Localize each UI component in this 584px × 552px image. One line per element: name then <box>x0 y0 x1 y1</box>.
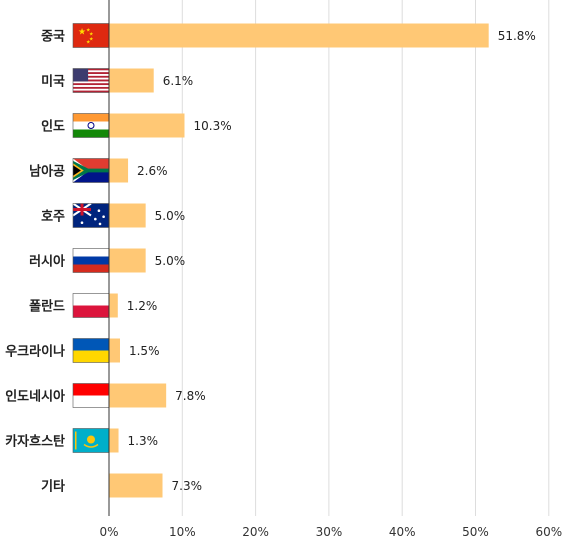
x-tick-label: 30% <box>316 525 343 539</box>
category-label: 러시아 <box>29 254 65 270</box>
data-label: 1.3% <box>128 434 158 448</box>
data-label: 5.0% <box>155 209 186 223</box>
bar <box>109 338 120 363</box>
data-label: 2.6% <box>137 164 168 178</box>
data-label: 7.3% <box>172 479 203 493</box>
star: ★ <box>89 37 94 43</box>
category-label: 호주 <box>41 210 65 225</box>
category-label: 기타 <box>41 479 65 495</box>
data-label: 5.0% <box>155 254 186 268</box>
data-label: 1.2% <box>127 299 157 313</box>
star <box>98 222 102 226</box>
gridlines <box>181 0 550 516</box>
russia-flag-icon <box>72 248 110 273</box>
chakra <box>87 122 95 129</box>
category-label: 미국 <box>41 74 65 90</box>
bar <box>109 428 119 453</box>
category-label: 우크라이나 <box>5 344 65 360</box>
category-label: 남아공 <box>29 164 65 180</box>
x-tick-label: 50% <box>462 525 489 539</box>
star: ★ <box>86 28 91 34</box>
band <box>73 160 109 181</box>
star: ★ <box>78 28 86 38</box>
indonesia-flag-icon <box>72 383 110 408</box>
bar <box>109 158 129 183</box>
poland-flag-icon <box>72 293 110 318</box>
data-label: 10.3% <box>193 119 231 133</box>
south-africa-flag-icon <box>72 158 110 183</box>
x-axis-ticks: 0% 10% 20% 30% 40% 50% 60% <box>99 525 562 539</box>
star <box>94 217 97 221</box>
x-tick-label: 10% <box>169 525 196 539</box>
ukraine-flag-icon <box>72 338 110 363</box>
bars <box>109 23 489 498</box>
australia-flag-icon <box>72 202 110 228</box>
bar <box>109 113 185 138</box>
data-label: 1.5% <box>129 344 160 358</box>
category-label: 카자흐스탄 <box>5 434 65 450</box>
x-tick-label: 20% <box>242 525 269 539</box>
china-flag-icon: ★ ★★★★ <box>72 23 110 48</box>
data-label: 51.8% <box>498 29 536 43</box>
bar <box>109 23 489 48</box>
star <box>102 215 105 218</box>
bar <box>109 473 163 498</box>
category-label: 인도네시아 <box>5 389 65 405</box>
india-flag-icon <box>72 113 110 138</box>
category-label: 인도 <box>41 119 65 135</box>
x-tick-label: 40% <box>389 525 416 539</box>
x-tick-label: 60% <box>535 525 562 539</box>
bar <box>109 248 146 273</box>
x-tick-label: 0% <box>99 525 118 539</box>
star <box>80 221 84 224</box>
category-label: 중국 <box>41 30 65 45</box>
eagle <box>83 443 99 448</box>
value-labels: 51.8% 6.1% 10.3% 2.6% 5.0% 5.0% 1.2% 1.5% 7.8% 1.… <box>127 29 536 493</box>
kazakhstan-flag-icon <box>72 428 110 453</box>
bar <box>109 293 118 318</box>
bar <box>109 383 167 408</box>
bar <box>109 203 146 228</box>
sun <box>87 435 95 444</box>
bar <box>109 68 154 93</box>
star <box>97 209 101 212</box>
star: ★ <box>86 40 91 46</box>
data-label: 6.1% <box>163 74 194 88</box>
category-label: 폴란드 <box>29 300 65 315</box>
usa-flag-icon <box>72 68 110 93</box>
triangle-inner <box>73 165 81 176</box>
star: ★ <box>89 32 94 38</box>
data-label: 7.8% <box>175 389 206 403</box>
flags: ★ ★★★★ <box>72 23 110 453</box>
